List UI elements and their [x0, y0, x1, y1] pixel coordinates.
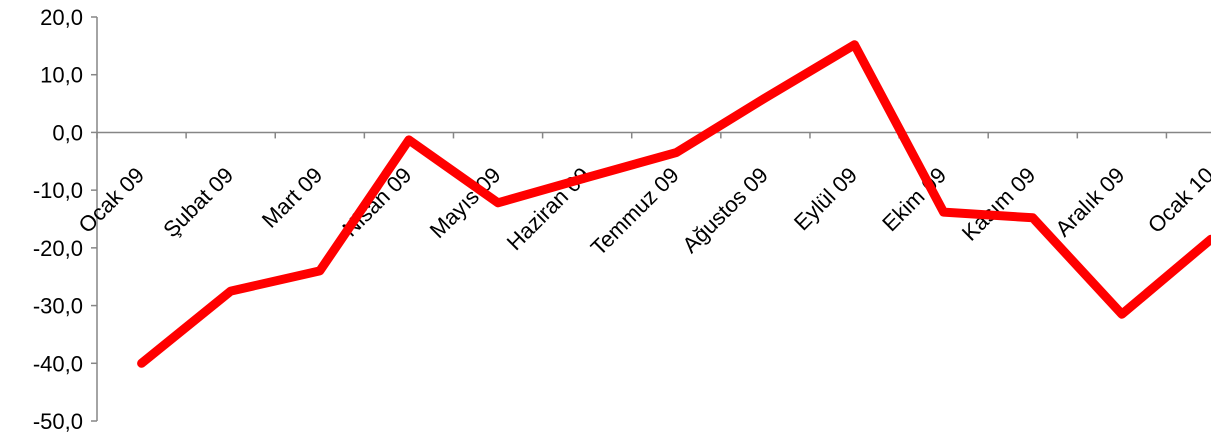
y-tick-label: 10,0 [40, 63, 83, 88]
y-tick-label: -10,0 [33, 178, 83, 203]
y-axis-tick-labels: 20,0 10,0 0,0 -10,0 -20,0 -30,0 -40,0 -50,0 [33, 5, 83, 434]
x-category-label: Şubat 09 [158, 162, 238, 242]
x-category-label: Ağustos 09 [677, 162, 773, 258]
x-category-label: Mart 09 [257, 162, 327, 232]
data-point [764, 97, 766, 99]
y-tick-label: 0,0 [52, 120, 83, 145]
x-category-label: Ocak 10 [1143, 162, 1211, 238]
x-category-label: Eylül 09 [789, 162, 862, 235]
data-point [319, 270, 321, 272]
x-category-label: Kasım 09 [957, 162, 1040, 245]
data-point [497, 202, 499, 204]
data-point [1032, 217, 1034, 219]
y-tick-label: -20,0 [33, 236, 83, 261]
data-point [408, 139, 410, 141]
y-axis-ticks [91, 16, 97, 422]
data-point [854, 44, 856, 46]
y-tick-label: 20,0 [40, 5, 83, 30]
data-point [141, 362, 143, 364]
data-point [943, 211, 945, 213]
data-point [230, 290, 232, 292]
y-tick-label: -50,0 [33, 409, 83, 434]
x-axis-ticks [96, 132, 1168, 139]
y-tick-label: -40,0 [33, 351, 83, 376]
data-point [1121, 313, 1123, 315]
y-tick-label: -30,0 [33, 294, 83, 319]
data-point [586, 176, 588, 178]
data-point [675, 152, 677, 154]
x-axis-category-labels: Ocak 09 Şubat 09 Mart 09 Nisan 09 Mayıs 09Ha… [73, 162, 1211, 260]
x-category-label: Aralık 09 [1050, 162, 1129, 241]
x-category-label: Ocak 09 [73, 162, 149, 238]
